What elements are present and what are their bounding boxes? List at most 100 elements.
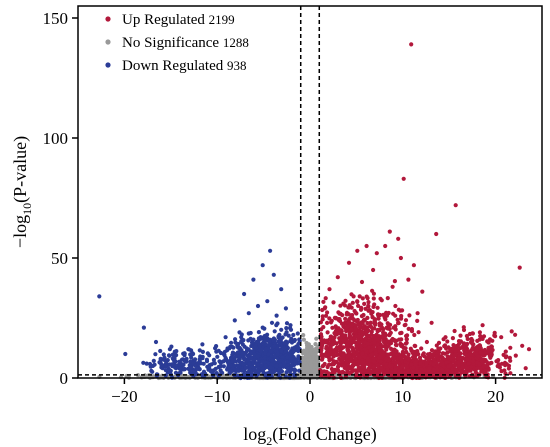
point-up <box>359 321 364 326</box>
point-down <box>205 351 210 356</box>
point-up <box>483 368 488 373</box>
point-up <box>321 325 326 330</box>
point-down <box>296 347 301 352</box>
point-up <box>520 343 525 348</box>
point-down <box>271 370 276 375</box>
point-up <box>489 352 494 357</box>
point-down <box>178 366 183 371</box>
point-ns <box>310 351 315 356</box>
point-down <box>149 368 154 373</box>
point-up <box>372 302 377 307</box>
legend-marker <box>105 39 111 45</box>
point-up <box>393 339 398 344</box>
series-down <box>97 248 302 381</box>
point-up <box>434 231 439 237</box>
point-up <box>355 318 360 323</box>
point-up <box>377 321 382 326</box>
point-up <box>452 328 457 334</box>
point-up <box>381 312 386 317</box>
point-up <box>475 354 481 359</box>
point-up <box>404 337 409 342</box>
point-up <box>383 317 388 322</box>
point-up <box>367 363 372 368</box>
point-down <box>271 338 276 343</box>
point-down <box>246 338 251 343</box>
point-up <box>348 370 353 376</box>
point-up <box>367 358 372 364</box>
point-down <box>251 277 256 282</box>
point-down <box>280 355 285 360</box>
point-up <box>385 340 390 345</box>
point-down <box>152 362 157 367</box>
point-up <box>357 355 362 360</box>
point-up <box>340 313 345 318</box>
point-up <box>378 296 383 301</box>
point-up <box>475 338 480 343</box>
point-up <box>383 243 388 249</box>
point-up <box>385 353 391 358</box>
point-up <box>370 352 375 357</box>
point-up <box>499 361 504 366</box>
point-up <box>393 313 398 318</box>
y-tick-label: 150 <box>43 9 69 28</box>
point-down <box>271 272 276 277</box>
point-up <box>417 369 422 374</box>
point-up <box>328 320 334 325</box>
point-up <box>404 356 409 361</box>
point-up <box>517 265 522 270</box>
point-up <box>344 325 349 330</box>
point-up <box>319 341 324 347</box>
point-up <box>474 347 479 352</box>
point-down <box>97 294 102 299</box>
point-down <box>170 362 176 367</box>
point-ns <box>314 368 319 373</box>
point-up <box>506 366 511 371</box>
point-up <box>401 370 406 375</box>
point-up <box>336 310 341 315</box>
point-down <box>182 367 187 372</box>
point-up <box>400 349 406 354</box>
point-down <box>272 329 277 334</box>
point-up <box>492 333 497 338</box>
point-down <box>289 362 294 367</box>
point-down <box>258 349 263 354</box>
point-down <box>274 363 279 369</box>
point-down <box>161 352 166 357</box>
point-up <box>412 332 417 338</box>
point-up <box>371 364 376 369</box>
point-down <box>268 365 273 370</box>
legend-item: Up Regulated 2199 <box>105 12 235 28</box>
point-ns <box>308 363 314 368</box>
point-ns <box>313 362 318 367</box>
point-up <box>393 342 398 347</box>
point-ns <box>301 333 306 338</box>
point-up <box>366 300 371 305</box>
point-up <box>508 345 513 350</box>
point-up <box>411 365 416 370</box>
point-up <box>336 331 341 336</box>
point-up <box>318 373 323 378</box>
point-up <box>407 313 412 318</box>
point-up <box>389 346 394 351</box>
y-tick-label: 50 <box>51 249 68 268</box>
point-up <box>359 329 365 334</box>
point-up <box>362 355 367 360</box>
point-down <box>254 339 259 344</box>
point-down <box>282 341 287 346</box>
point-down <box>288 339 293 344</box>
point-down <box>285 355 290 360</box>
point-up <box>508 358 513 363</box>
point-down <box>197 348 202 353</box>
point-up <box>393 327 398 332</box>
point-up <box>406 368 411 373</box>
point-down <box>167 347 172 352</box>
point-up <box>359 314 364 319</box>
point-down <box>163 363 168 369</box>
point-down <box>265 299 270 304</box>
point-up <box>465 341 470 347</box>
point-up <box>359 279 365 285</box>
point-down <box>215 354 220 359</box>
point-up <box>453 344 458 350</box>
point-up <box>346 312 351 317</box>
